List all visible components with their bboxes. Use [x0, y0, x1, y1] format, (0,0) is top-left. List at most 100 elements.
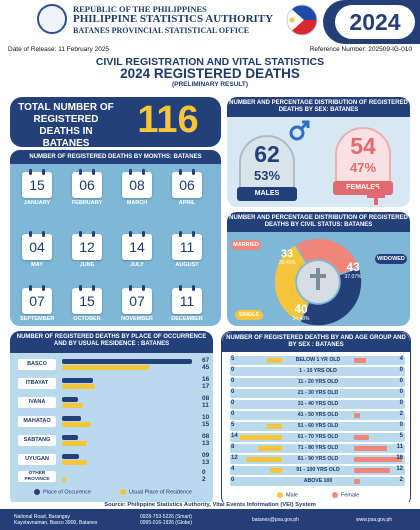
- month-february: 06 FEBRUARY: [70, 169, 104, 206]
- bar-occurrence-value: 10: [202, 414, 210, 421]
- calendar-icon: 08: [122, 169, 152, 198]
- female-bar: [354, 358, 366, 363]
- legend-female-swatch: [332, 492, 338, 498]
- bar-residence-value: 17: [202, 383, 210, 390]
- calendar-ring: [29, 231, 32, 237]
- footer-address-line1: National Road, Barangay: [14, 514, 70, 520]
- legend-male: Male: [277, 492, 298, 498]
- month-label: FEBRUARY: [71, 200, 103, 206]
- age-row: 0 31 - 40 YRS OLD 0: [230, 400, 405, 409]
- age-row: 0 41 - 50 YRS OLD 2: [230, 411, 405, 420]
- month-value: 12: [79, 239, 95, 255]
- married-count: 33: [280, 248, 294, 260]
- widowed-label: WIDOWED: [375, 254, 407, 264]
- female-value: 0: [399, 378, 403, 384]
- male-tombstone: 62 53%: [239, 135, 295, 191]
- calendar-icon: 11: [172, 285, 202, 314]
- male-bar: [270, 468, 282, 473]
- calendar-icon: 14: [122, 231, 152, 260]
- month-label: AUGUST: [175, 262, 199, 268]
- male-label: MALES: [237, 187, 297, 201]
- female-value: 0: [399, 400, 403, 406]
- month-value: 15: [79, 293, 95, 309]
- pie-slice-single: [273, 243, 310, 324]
- footer-phones: 0928-753-5226 (Smart) 0995-016-1926 (Glob…: [140, 514, 192, 526]
- calendar-ring: [42, 285, 45, 291]
- calendar-ring: [129, 169, 132, 175]
- title-line1: CIVIL REGISTRATION AND VITAL STATISTICS: [95, 56, 325, 68]
- female-value: 12: [396, 466, 403, 472]
- male-bar: [240, 435, 282, 440]
- legend-female: Female: [332, 492, 359, 498]
- place-label: BASCO: [18, 359, 56, 370]
- male-percent: 53%: [253, 168, 281, 183]
- calendar-icon: 07: [122, 285, 152, 314]
- calendar-icon: 04: [22, 231, 52, 260]
- bar-residence: [62, 477, 66, 482]
- header-line3: BATANES PROVINCIAL STATISTICAL OFFICE: [73, 26, 250, 35]
- calendar-ring: [29, 285, 32, 291]
- bar-occurrence-value: 67: [202, 357, 210, 364]
- married-label: MARRIED: [231, 240, 261, 250]
- bar-residence-value: 45: [202, 364, 210, 371]
- male-value: 5: [231, 422, 235, 428]
- psa-seal-icon: [37, 4, 67, 34]
- footer-email[interactable]: batanes@psa.gov.ph: [252, 517, 299, 523]
- male-value: 0: [231, 378, 235, 384]
- female-value: 16: [396, 455, 403, 461]
- header-line1: REPUBLIC OF THE PHILIPPINES: [73, 4, 207, 14]
- source-note: Source: Philippine Statistics Authority,…: [0, 502, 420, 510]
- header: REPUBLIC OF THE PHILIPPINES PHILIPPINE S…: [0, 0, 420, 44]
- place-panel: NUMBER OF REGISTERED DEATHS BY PLACE OF …: [10, 331, 213, 507]
- month-value: 08: [129, 177, 145, 193]
- age-row: 0 11 - 20 YRS OLD 0: [230, 378, 405, 387]
- place-panel-title: NUMBER OF REGISTERED DEATHS BY PLACE OF …: [10, 331, 213, 353]
- cross-icon-bar: [310, 274, 326, 278]
- age-row: 12 81 - 90 YRS OLD 16: [230, 455, 405, 464]
- civil-status-pie: [273, 237, 363, 326]
- month-value: 06: [179, 177, 195, 193]
- bar-occurrence-value: 16: [202, 376, 210, 383]
- calendar-ring: [192, 169, 195, 175]
- female-value: 2: [399, 411, 403, 417]
- calendar-ring: [92, 231, 95, 237]
- month-april: 06 APRIL: [170, 169, 204, 206]
- calendar-ring: [79, 231, 82, 237]
- male-value: 0: [231, 367, 235, 373]
- calendar-ring: [179, 169, 182, 175]
- place-label: ITBAYAT: [18, 378, 56, 389]
- place-label: MAHATAO: [18, 416, 56, 427]
- age-panel-title: NUMBER OF REGISTERED DEATHS BY AND AGE G…: [222, 332, 410, 352]
- footer-web[interactable]: www.psa.gov.ph: [356, 517, 393, 523]
- calendar-ring: [92, 169, 95, 175]
- age-label: 41 - 50 YRS OLD: [297, 412, 339, 418]
- male-value: 8: [231, 444, 235, 450]
- calendar-ring: [142, 231, 145, 237]
- place-label: OTHER PROVINCE: [18, 471, 56, 482]
- calendar-icon: 11: [172, 231, 202, 260]
- total-label: TOTAL NUMBER OF REGISTERED DEATHS IN BAT…: [18, 102, 114, 149]
- calendar-ring: [179, 231, 182, 237]
- civil-panel: NUMBER AND PERCENTAGE DISTRIBUTION OF RE…: [227, 212, 410, 326]
- calendar-ring: [129, 285, 132, 291]
- title-line2: 2024 REGISTERED DEATHS: [120, 66, 300, 81]
- month-march: 08 MARCH: [120, 169, 154, 206]
- age-label: 11 - 20 YRS OLD: [297, 379, 339, 385]
- civil-panel-title: NUMBER AND PERCENTAGE DISTRIBUTION OF RE…: [227, 212, 410, 232]
- female-bar: [354, 413, 360, 418]
- female-value: 0: [399, 422, 403, 428]
- calendar-ring: [92, 285, 95, 291]
- month-november: 07 NOVEMBER: [120, 285, 154, 322]
- single-values: 40 34.48%: [285, 302, 317, 322]
- calendar-ring: [29, 169, 32, 175]
- month-label: MARCH: [126, 200, 148, 206]
- female-count: 54: [350, 133, 376, 159]
- age-label: 81 - 90 YRS OLD: [297, 456, 339, 462]
- male-value: 0: [231, 477, 235, 483]
- female-value: 4: [399, 356, 403, 362]
- calendar-ring: [79, 169, 82, 175]
- reference-number: Reference Number: 202509-IG-010: [309, 46, 412, 53]
- female-value: 11: [396, 444, 403, 450]
- header-line2: PHILIPPINE STATISTICS AUTHORITY: [73, 13, 274, 25]
- female-bar: [354, 457, 402, 462]
